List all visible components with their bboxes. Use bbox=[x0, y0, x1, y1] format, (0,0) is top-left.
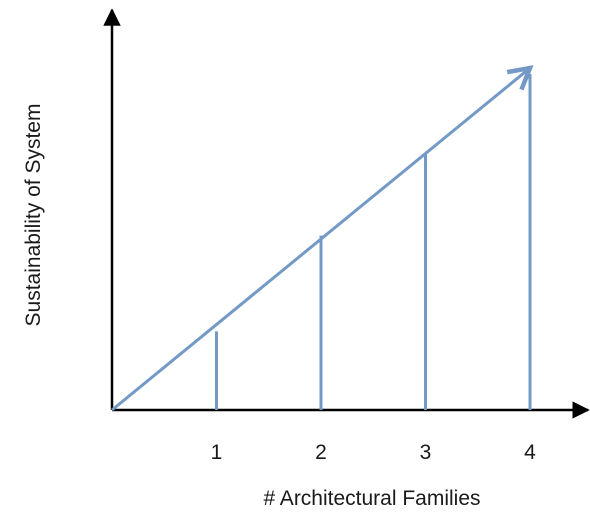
trend-arrow-line bbox=[111, 68, 530, 412]
x-tick-labels: 1 2 3 4 bbox=[211, 441, 537, 464]
x-axis-label: # Architectural Families bbox=[263, 487, 480, 510]
data-marks bbox=[215, 74, 532, 410]
axes bbox=[103, 8, 590, 419]
y-axis-label: Sustainability of System bbox=[22, 104, 45, 327]
x-tick-label-4: 4 bbox=[524, 441, 536, 464]
trend-line-group bbox=[111, 68, 530, 412]
x-tick-label-1: 1 bbox=[211, 441, 223, 464]
x-tick-label-3: 3 bbox=[420, 441, 432, 464]
x-tick-label-2: 2 bbox=[315, 441, 327, 464]
